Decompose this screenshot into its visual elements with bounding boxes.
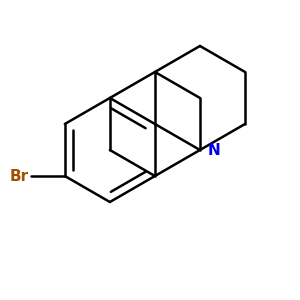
Text: N: N xyxy=(207,142,220,158)
Text: Br: Br xyxy=(9,169,28,184)
